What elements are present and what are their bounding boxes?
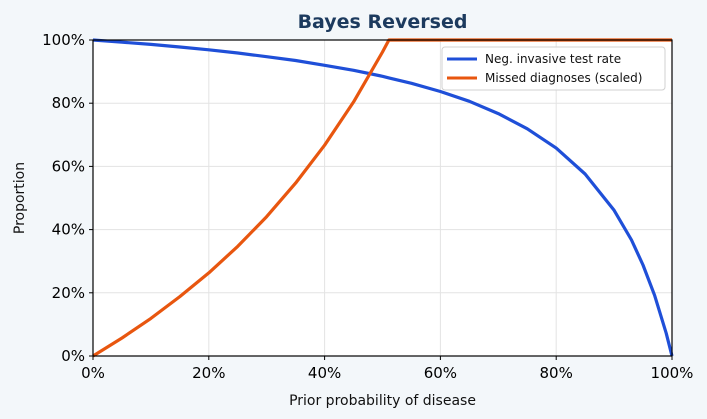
series-line-0 [92, 38, 674, 357]
x-tick-label: 20% [192, 364, 225, 382]
legend-label-missed: Missed diagnoses (scaled) [485, 71, 642, 85]
plot-frame [92, 39, 673, 357]
x-tick-label: 80% [540, 364, 573, 382]
chart-title: Bayes Reversed [298, 11, 468, 33]
y-tick-label: 40% [52, 221, 85, 239]
plot-area [93, 40, 672, 356]
legend: Neg. invasive test rate Missed diagnoses… [441, 46, 666, 91]
x-axis-label: Prior probability of disease [289, 393, 476, 409]
legend-label-neg-invasive: Neg. invasive test rate [485, 52, 621, 66]
y-tick-label: 80% [52, 94, 85, 112]
x-tick-label: 0% [81, 364, 105, 382]
x-tick-label: 60% [424, 364, 457, 382]
x-tick-label: 100% [651, 364, 694, 382]
y-tick-label: 100% [42, 31, 85, 49]
y-tick-label: 0% [61, 347, 85, 365]
y-tick-label: 60% [52, 157, 85, 175]
x-tick-label: 40% [308, 364, 341, 382]
legend-box [441, 46, 666, 91]
y-tick-label: 20% [52, 284, 85, 302]
y-axis-label: Proportion [12, 162, 28, 234]
